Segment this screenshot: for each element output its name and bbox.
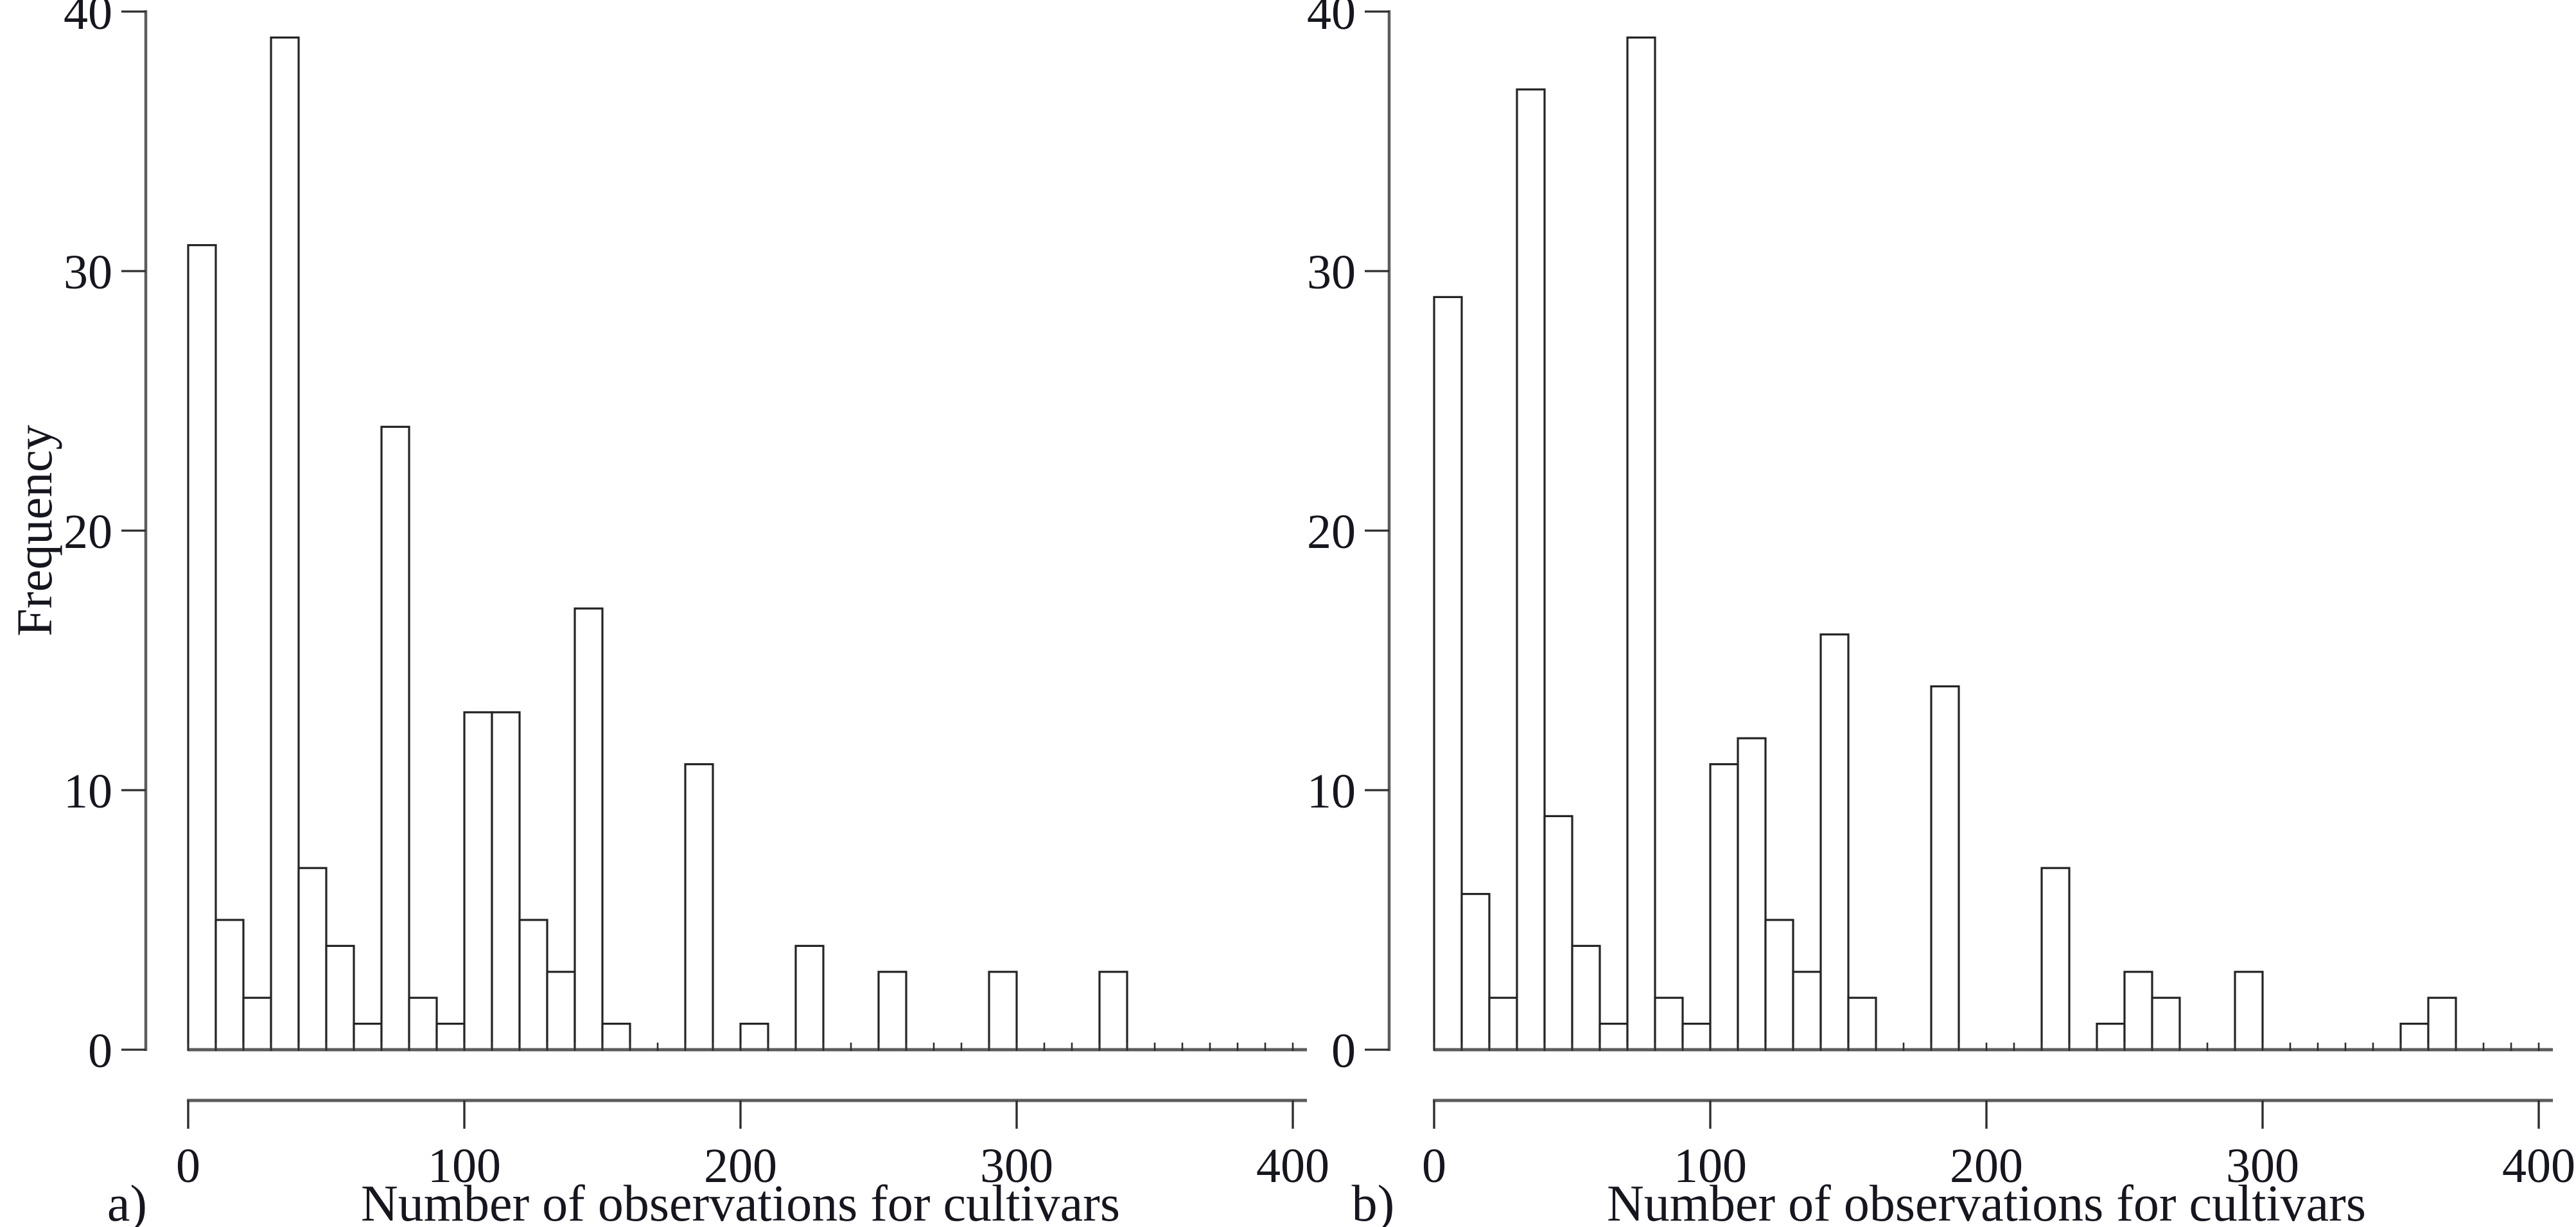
bar [546,971,576,1051]
bar [1764,919,1794,1051]
bar [1626,36,1656,1051]
y-tick-label: 0 [88,1024,112,1078]
bar [1433,296,1463,1051]
y-tick-label: 10 [64,764,112,818]
x-tick-label: 300 [980,1139,1053,1193]
y-tick-label: 40 [64,0,112,40]
bar [353,1022,383,1051]
y-tick-label: 20 [64,505,112,559]
bar [794,944,825,1051]
bar [1571,944,1601,1051]
bar [1516,88,1546,1051]
panel-label: a) [107,1176,147,1227]
bar [1460,892,1491,1051]
bar [1543,815,1573,1051]
bar [1488,996,1518,1051]
bar [215,919,245,1051]
y-tick-label: 40 [1307,0,1356,40]
bar [1792,971,1822,1051]
bar [1737,737,1767,1051]
bar [187,244,217,1051]
bar [1654,996,1684,1051]
bar [739,1022,769,1051]
x-tick-label: 100 [428,1139,501,1193]
bar [1599,1022,1629,1051]
x-axis-title: Number of observations for cultivars [1607,1176,2366,1227]
bars-group [187,36,1128,1051]
bar [1709,763,1739,1051]
bar [877,971,907,1051]
bar [435,1022,466,1051]
x-tick-label: 300 [2226,1139,2299,1193]
x-tick-label: 200 [1950,1139,2023,1193]
bar [270,36,300,1051]
panel-label: b) [1352,1176,1395,1227]
bar [2040,867,2071,1051]
bar [242,996,272,1051]
bar [2096,1022,2126,1051]
bar [297,867,328,1051]
bar [2151,996,2181,1051]
bar [1681,1022,1712,1051]
bar [325,944,355,1051]
bar [574,607,604,1051]
x-tick-label: 200 [704,1139,777,1193]
bar [380,425,410,1051]
y-tick-label: 30 [64,245,112,299]
histogram-panel: 0 10 20 30 40 Frequency 0 100 200 300 400 Number of… [6,0,1329,1227]
bar [518,919,548,1051]
x-tick-label: 0 [176,1139,200,1193]
bar [2123,971,2153,1051]
bar [601,1022,631,1051]
bar [1819,633,1850,1051]
bar [2427,996,2457,1051]
bars-group [1433,36,2457,1051]
x-tick-label: 100 [1674,1139,1747,1193]
x-tick-label: 400 [1256,1139,1329,1193]
x-tick-label: 400 [2502,1139,2575,1193]
bar [408,996,438,1051]
bar [491,711,521,1051]
x-tick-label: 0 [1422,1139,1446,1193]
bar [1098,971,1128,1051]
bar [2399,1022,2430,1051]
bar [684,763,714,1051]
y-axis-title: Frequency [6,425,62,636]
x-axis-title: Number of observations for cultivars [361,1176,1120,1227]
y-tick-label: 10 [1307,764,1356,818]
y-tick-label: 0 [1331,1024,1356,1078]
bar [463,711,493,1051]
y-tick-label: 30 [1307,245,1356,299]
bar [1930,685,1960,1051]
y-tick-label: 20 [1307,505,1356,559]
bar [2234,971,2264,1051]
bar [1847,996,1877,1051]
bar [988,971,1018,1051]
